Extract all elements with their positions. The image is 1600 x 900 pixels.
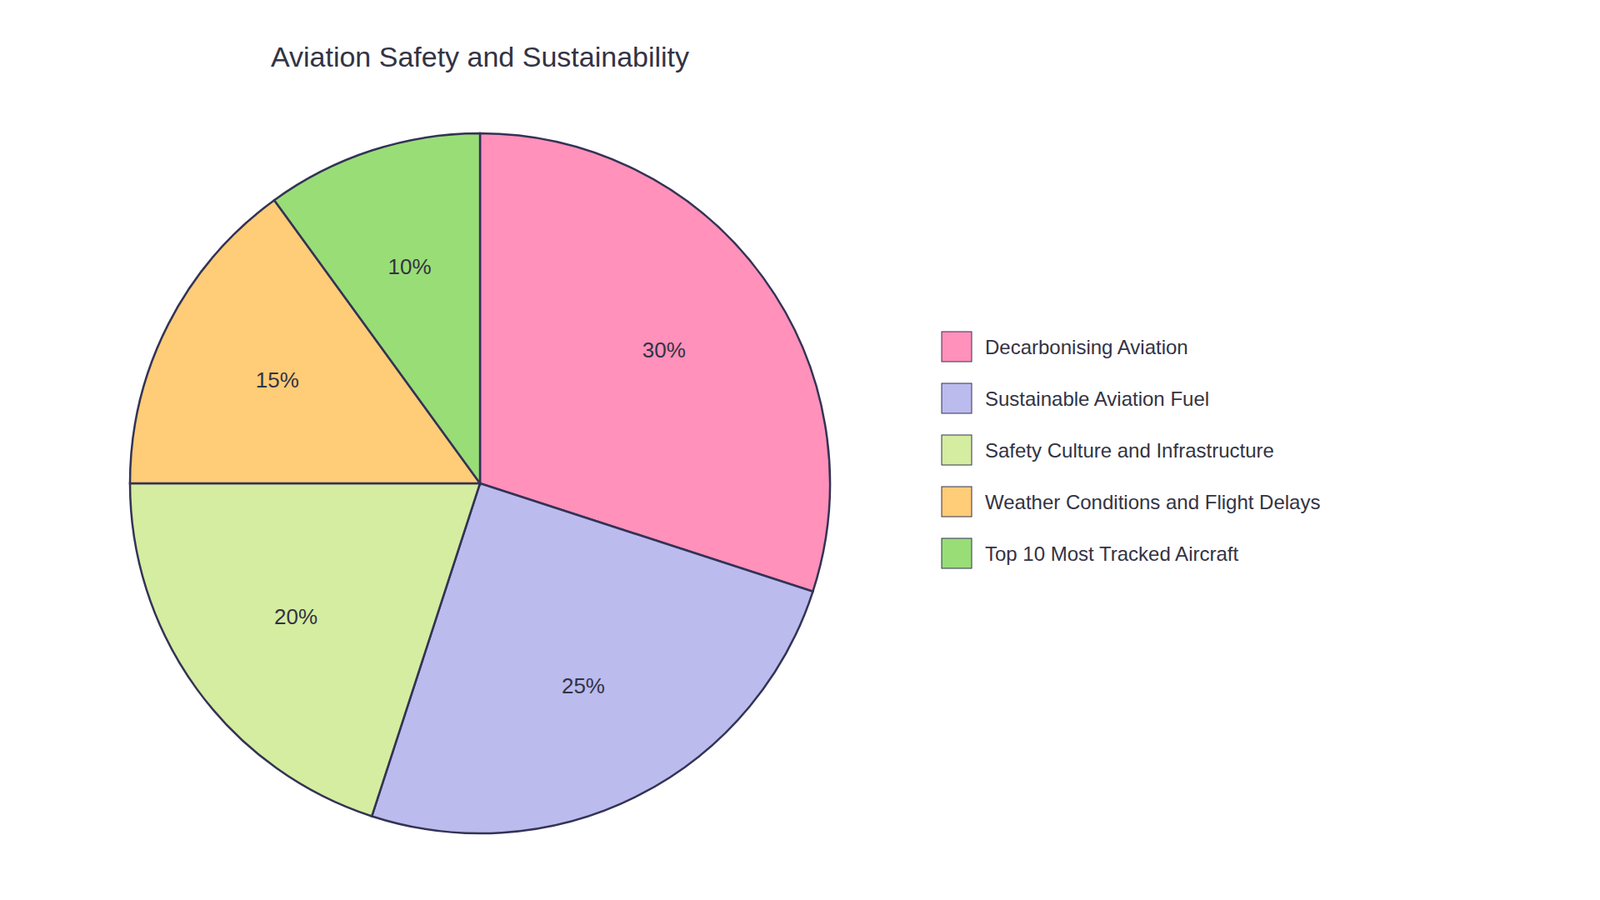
legend-swatch xyxy=(941,435,972,465)
legend-swatch xyxy=(941,486,972,517)
legend: Decarbonising Aviation Sustainable Aviati… xyxy=(941,331,1320,569)
legend-label: Sustainable Aviation Fuel xyxy=(985,387,1210,410)
legend-item: Safety Culture and Infrastructure xyxy=(941,435,1275,465)
chart: Aviation Safety and Sustainability 30% 25%… xyxy=(0,0,1600,900)
data-label: 20% xyxy=(274,604,318,630)
legend-label: Decarbonising Aviation xyxy=(985,335,1189,359)
legend-item: Weather Conditions and Flight Delays xyxy=(941,486,1320,517)
legend-swatch xyxy=(941,383,972,414)
title: Aviation Safety and Sustainability xyxy=(270,40,690,73)
legend-label: Safety Culture and Infrastructure xyxy=(985,439,1275,462)
legend-swatch xyxy=(941,538,972,569)
legend-swatch xyxy=(941,331,972,362)
pie-slice xyxy=(274,133,480,484)
data-label: 10% xyxy=(388,254,432,280)
pie-slice xyxy=(130,483,480,816)
legend-label: Weather Conditions and Flight Delays xyxy=(985,490,1320,514)
legend-label: Top 10 Most Tracked Aircraft xyxy=(985,542,1239,565)
data-label: 15% xyxy=(255,367,300,393)
legend-item: Top 10 Most Tracked Aircraft xyxy=(941,538,1239,569)
legend-item: Decarbonising Aviation xyxy=(941,331,1189,362)
data-label: 25% xyxy=(561,673,605,699)
legend-item: Sustainable Aviation Fuel xyxy=(941,383,1210,414)
data-label: 30% xyxy=(642,337,686,363)
pie: 30% 25% 20% 15% 10% xyxy=(130,133,830,834)
